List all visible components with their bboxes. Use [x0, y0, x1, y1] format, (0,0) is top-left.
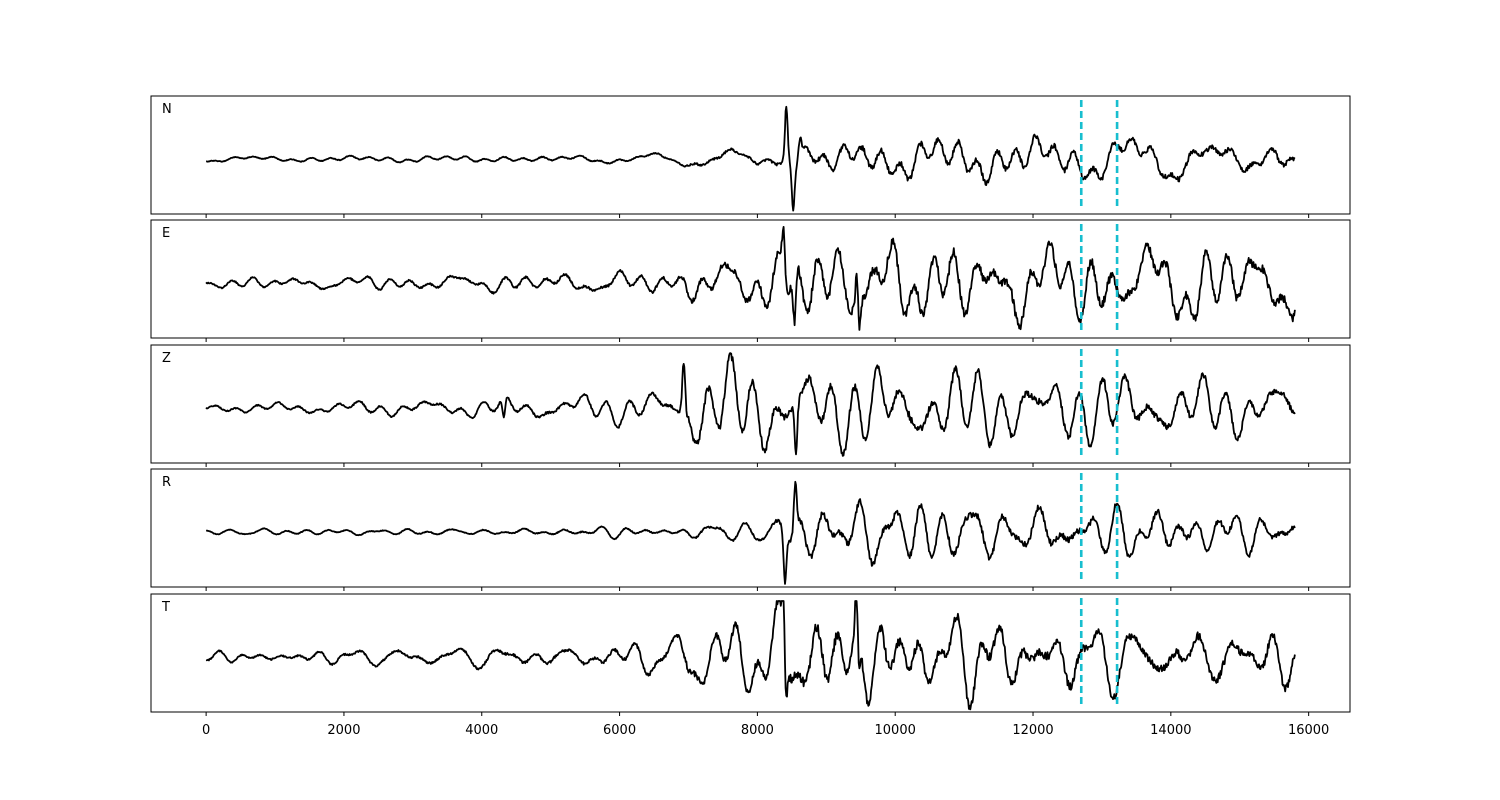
x-tick-label: 16000 — [1288, 723, 1329, 738]
panel-frame — [150, 219, 1351, 339]
panel-frame — [150, 468, 1351, 588]
x-tick-label: 10000 — [875, 723, 916, 738]
trace-panel-n: N — [150, 95, 1351, 218]
x-tick-label: 0 — [202, 723, 210, 738]
waveform-t — [205, 600, 1296, 711]
x-tick-label: 12000 — [1012, 723, 1053, 738]
panel-label-t: T — [161, 600, 170, 615]
panel-frame — [150, 593, 1351, 713]
x-tick-label: 6000 — [603, 723, 636, 738]
x-tick-label: 4000 — [465, 723, 498, 738]
trace-panel-e: E — [150, 219, 1351, 342]
panel-label-e: E — [162, 226, 170, 241]
waveform-n — [205, 105, 1296, 212]
x-tick-label: 2000 — [327, 723, 360, 738]
panel-frame — [150, 344, 1351, 464]
waveform-z — [205, 352, 1296, 457]
panel-label-z: Z — [162, 351, 171, 366]
panel-label-n: N — [162, 102, 172, 117]
trace-panel-r: R — [150, 468, 1351, 591]
panel-label-r: R — [162, 475, 171, 490]
trace-panel-t: T — [150, 593, 1351, 716]
waveform-e — [205, 226, 1296, 331]
waveform-r — [205, 480, 1296, 585]
x-tick-label: 8000 — [741, 723, 774, 738]
x-tick-label: 14000 — [1150, 723, 1191, 738]
panel-frame — [150, 95, 1351, 215]
trace-panel-z: Z — [150, 344, 1351, 467]
